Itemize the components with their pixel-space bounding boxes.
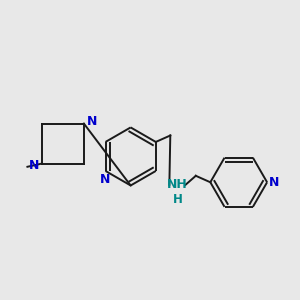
Text: H: H [172,193,182,206]
Text: N: N [86,116,97,128]
Text: N: N [100,172,111,186]
Text: N: N [269,176,279,189]
Text: N: N [29,159,39,172]
Text: NH: NH [167,178,188,191]
